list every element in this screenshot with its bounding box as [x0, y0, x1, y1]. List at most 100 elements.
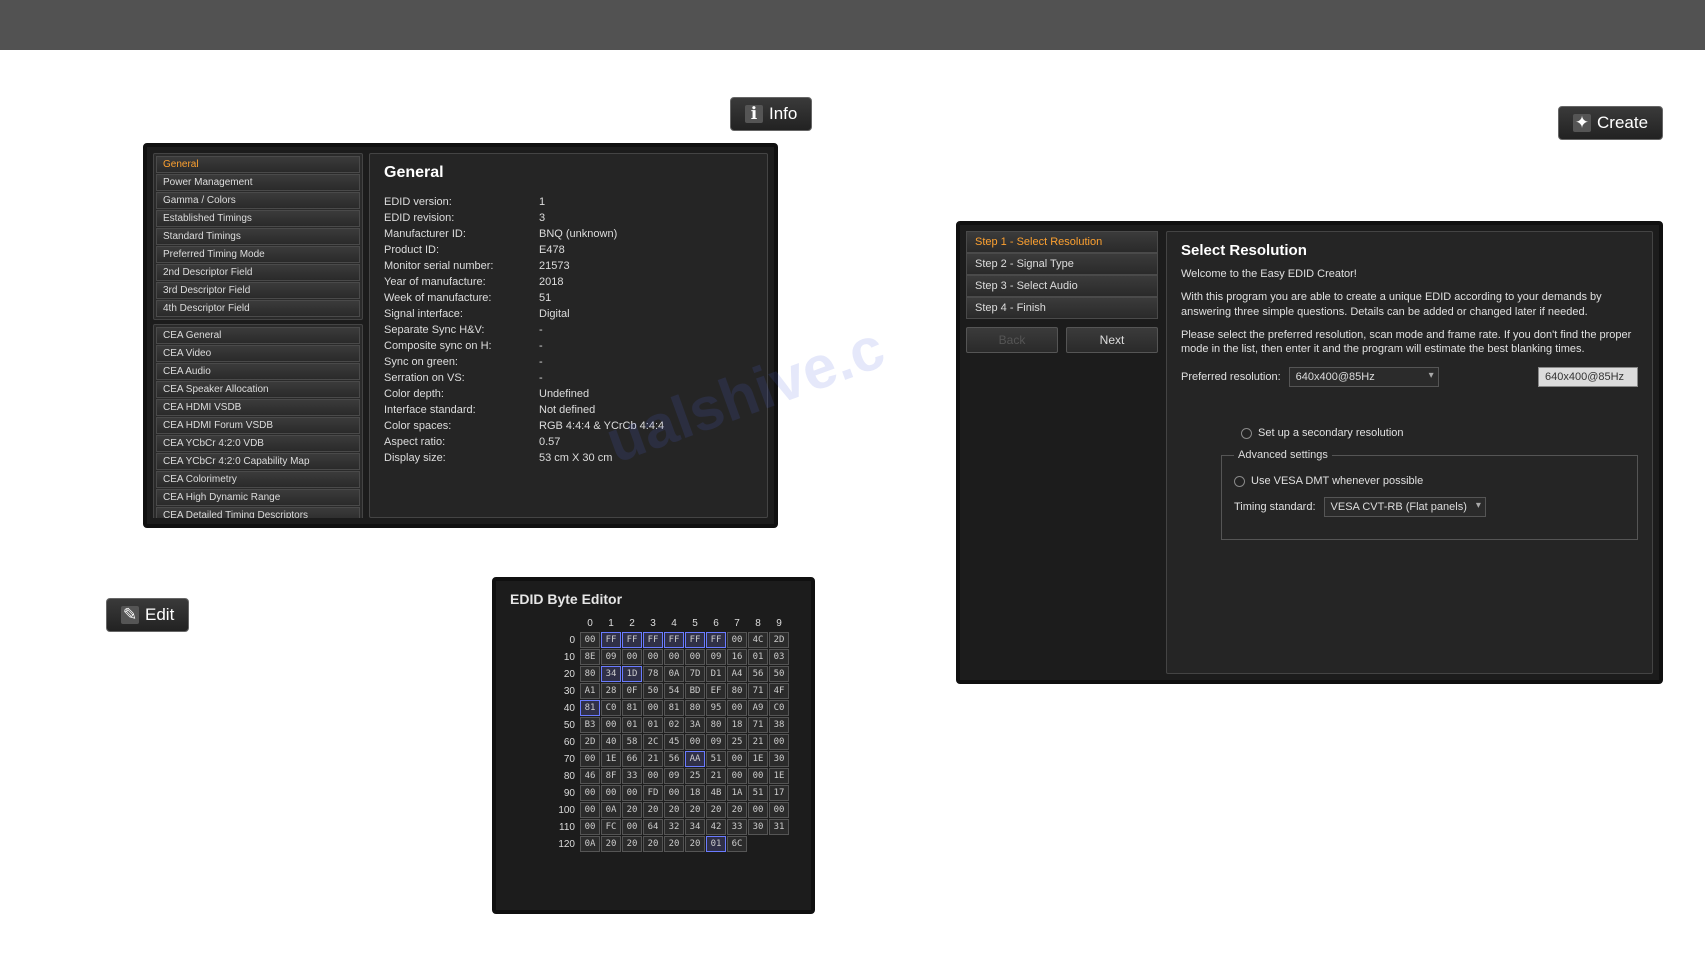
- sidebar-item[interactable]: CEA Audio: [156, 363, 360, 380]
- byte-cell[interactable]: 00: [727, 768, 747, 784]
- byte-cell[interactable]: 71: [748, 683, 768, 699]
- byte-cell[interactable]: EF: [706, 683, 726, 699]
- byte-cell[interactable]: 00: [727, 632, 747, 648]
- byte-cell[interactable]: 20: [685, 836, 705, 852]
- sidebar-item[interactable]: CEA HDMI Forum VSDB: [156, 417, 360, 434]
- sidebar-item[interactable]: CEA General: [156, 327, 360, 344]
- byte-cell[interactable]: 00: [727, 700, 747, 716]
- vesa-dmt-row[interactable]: Use VESA DMT whenever possible: [1234, 475, 1625, 487]
- byte-cell[interactable]: 00: [622, 785, 642, 801]
- byte-cell[interactable]: 33: [727, 819, 747, 835]
- byte-cell[interactable]: 30: [748, 819, 768, 835]
- byte-cell[interactable]: 16: [727, 649, 747, 665]
- byte-cell[interactable]: 80: [685, 700, 705, 716]
- byte-cell[interactable]: 01: [622, 717, 642, 733]
- byte-cell[interactable]: 64: [643, 819, 663, 835]
- wizard-step[interactable]: Step 3 - Select Audio: [966, 275, 1158, 297]
- byte-cell[interactable]: 58: [622, 734, 642, 750]
- byte-cell[interactable]: 50: [769, 666, 789, 682]
- byte-cell[interactable]: 00: [601, 717, 621, 733]
- wizard-step[interactable]: Step 1 - Select Resolution: [966, 231, 1158, 253]
- wizard-step[interactable]: Step 2 - Signal Type: [966, 253, 1158, 275]
- byte-cell[interactable]: 1D: [622, 666, 642, 682]
- byte-cell[interactable]: 20: [727, 802, 747, 818]
- byte-cell[interactable]: 1E: [769, 768, 789, 784]
- byte-cell[interactable]: 80: [727, 683, 747, 699]
- sidebar-item[interactable]: CEA HDMI VSDB: [156, 399, 360, 416]
- sidebar-item[interactable]: Standard Timings: [156, 228, 360, 245]
- byte-cell[interactable]: 4B: [706, 785, 726, 801]
- byte-cell[interactable]: 71: [748, 717, 768, 733]
- byte-cell[interactable]: 0A: [601, 802, 621, 818]
- byte-cell[interactable]: 66: [622, 751, 642, 767]
- byte-cell[interactable]: BD: [685, 683, 705, 699]
- byte-cell[interactable]: 20: [706, 802, 726, 818]
- byte-cell[interactable]: 20: [601, 836, 621, 852]
- byte-cell[interactable]: 51: [748, 785, 768, 801]
- byte-cell[interactable]: 80: [706, 717, 726, 733]
- byte-cell[interactable]: 3A: [685, 717, 705, 733]
- byte-cell[interactable]: 1E: [748, 751, 768, 767]
- byte-cell[interactable]: AA: [685, 751, 705, 767]
- byte-cell[interactable]: 7D: [685, 666, 705, 682]
- byte-cell[interactable]: 1A: [727, 785, 747, 801]
- byte-cell[interactable]: 00: [643, 700, 663, 716]
- byte-cell[interactable]: 25: [685, 768, 705, 784]
- byte-cell[interactable]: A9: [748, 700, 768, 716]
- sidebar-item[interactable]: CEA Detailed Timing Descriptors: [156, 507, 360, 518]
- edit-button[interactable]: ✎ Edit: [106, 598, 189, 632]
- byte-cell[interactable]: 20: [643, 836, 663, 852]
- byte-cell[interactable]: 4F: [769, 683, 789, 699]
- byte-cell[interactable]: FF: [685, 632, 705, 648]
- byte-cell[interactable]: 00: [685, 649, 705, 665]
- byte-cell[interactable]: 09: [601, 649, 621, 665]
- byte-cell[interactable]: FD: [643, 785, 663, 801]
- byte-cell[interactable]: 33: [622, 768, 642, 784]
- byte-cell[interactable]: 40: [601, 734, 621, 750]
- sidebar-item[interactable]: CEA Video: [156, 345, 360, 362]
- preferred-resolution-input[interactable]: 640x400@85Hz: [1538, 367, 1638, 387]
- byte-cell[interactable]: 00: [580, 632, 600, 648]
- byte-cell[interactable]: 31: [769, 819, 789, 835]
- byte-cell[interactable]: 25: [727, 734, 747, 750]
- byte-cell[interactable]: 42: [706, 819, 726, 835]
- byte-cell[interactable]: 18: [685, 785, 705, 801]
- byte-cell[interactable]: 20: [643, 802, 663, 818]
- byte-cell[interactable]: FF: [643, 632, 663, 648]
- byte-cell[interactable]: C0: [769, 700, 789, 716]
- byte-cell[interactable]: 00: [580, 802, 600, 818]
- byte-cell[interactable]: 01: [748, 649, 768, 665]
- byte-cell[interactable]: 46: [580, 768, 600, 784]
- byte-cell[interactable]: 09: [664, 768, 684, 784]
- sidebar-item[interactable]: 3rd Descriptor Field: [156, 282, 360, 299]
- byte-cell[interactable]: 03: [769, 649, 789, 665]
- byte-cell[interactable]: D1: [706, 666, 726, 682]
- sidebar-item[interactable]: Preferred Timing Mode: [156, 246, 360, 263]
- wizard-next-button[interactable]: Next: [1066, 327, 1158, 353]
- byte-cell[interactable]: 8E: [580, 649, 600, 665]
- sidebar-item[interactable]: General: [156, 156, 360, 173]
- byte-cell[interactable]: 17: [769, 785, 789, 801]
- byte-cell[interactable]: 6C: [727, 836, 747, 852]
- byte-cell[interactable]: 2D: [769, 632, 789, 648]
- byte-cell[interactable]: 20: [664, 802, 684, 818]
- timing-standard-combo[interactable]: VESA CVT-RB (Flat panels): [1324, 497, 1486, 517]
- byte-cell[interactable]: FF: [706, 632, 726, 648]
- byte-cell[interactable]: 00: [622, 649, 642, 665]
- byte-cell[interactable]: FC: [601, 819, 621, 835]
- byte-cell[interactable]: 09: [706, 649, 726, 665]
- byte-cell[interactable]: 34: [601, 666, 621, 682]
- byte-cell[interactable]: FF: [622, 632, 642, 648]
- byte-cell[interactable]: 56: [664, 751, 684, 767]
- byte-cell[interactable]: 00: [643, 768, 663, 784]
- sidebar-item[interactable]: 4th Descriptor Field: [156, 300, 360, 317]
- byte-cell[interactable]: 00: [769, 734, 789, 750]
- byte-cell[interactable]: 81: [664, 700, 684, 716]
- byte-cell[interactable]: 00: [664, 785, 684, 801]
- byte-cell[interactable]: 00: [685, 734, 705, 750]
- byte-cell[interactable]: 01: [706, 836, 726, 852]
- byte-cell[interactable]: 78: [643, 666, 663, 682]
- byte-cell[interactable]: 00: [769, 802, 789, 818]
- byte-cell[interactable]: 8F: [601, 768, 621, 784]
- byte-cell[interactable]: 01: [643, 717, 663, 733]
